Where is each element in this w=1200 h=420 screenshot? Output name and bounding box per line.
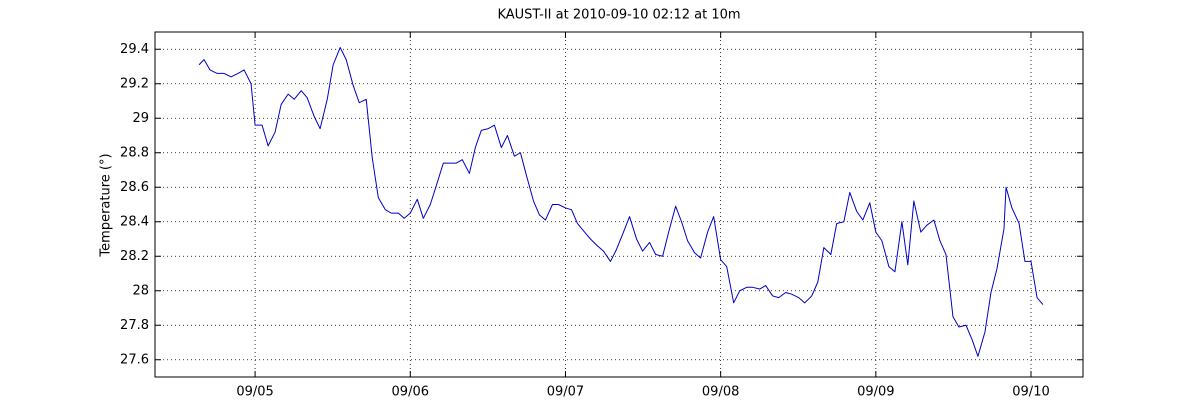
x-tick-label: 09/08 bbox=[702, 385, 739, 400]
plot-frame bbox=[154, 31, 1084, 378]
y-axis-label: Temperature (°) bbox=[99, 153, 114, 257]
y-tick-label: 28 bbox=[132, 283, 149, 298]
y-tick-label: 27.6 bbox=[120, 352, 149, 367]
y-tick-label: 29.4 bbox=[120, 42, 149, 57]
y-tick-label: 29 bbox=[132, 111, 149, 126]
x-tick-label: 09/09 bbox=[857, 385, 894, 400]
data-line bbox=[198, 47, 1044, 357]
x-tick-label: 09/07 bbox=[547, 385, 584, 400]
x-tick-label: 09/10 bbox=[1012, 385, 1049, 400]
y-tick-label: 27.8 bbox=[120, 318, 149, 333]
y-tick-label: 28.6 bbox=[120, 180, 149, 195]
chart-title: KAUST-II at 2010-09-10 02:12 at 10m bbox=[497, 8, 740, 23]
x-tick-label: 09/05 bbox=[236, 385, 273, 400]
y-tick-label: 28.2 bbox=[120, 249, 149, 264]
y-tick-label: 28.4 bbox=[120, 214, 149, 229]
y-tick-label: 28.8 bbox=[120, 145, 149, 160]
y-tick-label: 29.2 bbox=[120, 76, 149, 91]
x-tick-label: 09/06 bbox=[392, 385, 429, 400]
